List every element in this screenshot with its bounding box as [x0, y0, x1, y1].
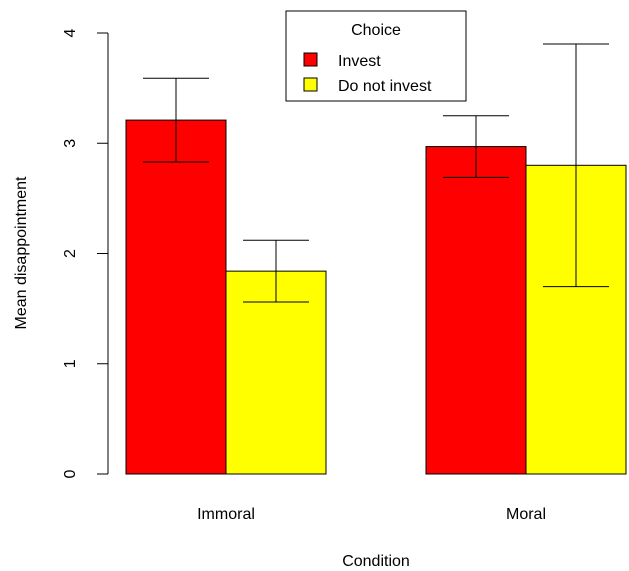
- legend-swatch: [303, 77, 318, 92]
- legend-items: Invest Do not invest: [303, 52, 432, 95]
- bars: [125, 119, 627, 475]
- legend-swatch: [303, 52, 318, 67]
- bar: [425, 146, 527, 475]
- legend: Choice Invest Do not invest: [285, 10, 467, 102]
- bar: [125, 119, 227, 475]
- y-axis: 0 1 2 3 4: [62, 28, 109, 478]
- legend-title: Choice: [351, 22, 401, 39]
- x-tick-label: Moral: [506, 506, 546, 523]
- legend-label: Invest: [338, 53, 381, 70]
- x-axis-label: Condition: [342, 553, 410, 570]
- x-tick-label: Immoral: [197, 506, 255, 523]
- x-tick-labels: Immoral Moral: [197, 506, 546, 523]
- y-tick-label: 2: [62, 249, 79, 258]
- y-tick-label: 3: [62, 139, 79, 148]
- y-tick-label: 1: [62, 359, 79, 368]
- bar: [225, 270, 327, 475]
- y-tick-label: 4: [62, 28, 79, 37]
- error-bars: [143, 43, 609, 303]
- y-axis-label: Mean disappointment: [13, 176, 30, 330]
- y-tick-label: 0: [62, 469, 79, 478]
- legend-label: Do not invest: [338, 78, 432, 95]
